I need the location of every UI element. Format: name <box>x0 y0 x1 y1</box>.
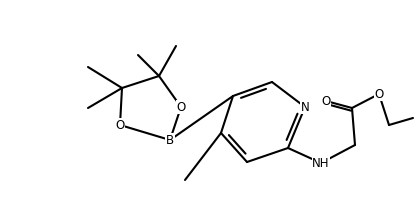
Text: N: N <box>301 101 309 114</box>
Text: O: O <box>176 101 186 114</box>
Text: B: B <box>166 134 174 147</box>
Text: NH: NH <box>312 156 330 169</box>
Text: O: O <box>375 88 384 101</box>
Text: O: O <box>115 119 125 132</box>
Text: O: O <box>321 95 331 108</box>
